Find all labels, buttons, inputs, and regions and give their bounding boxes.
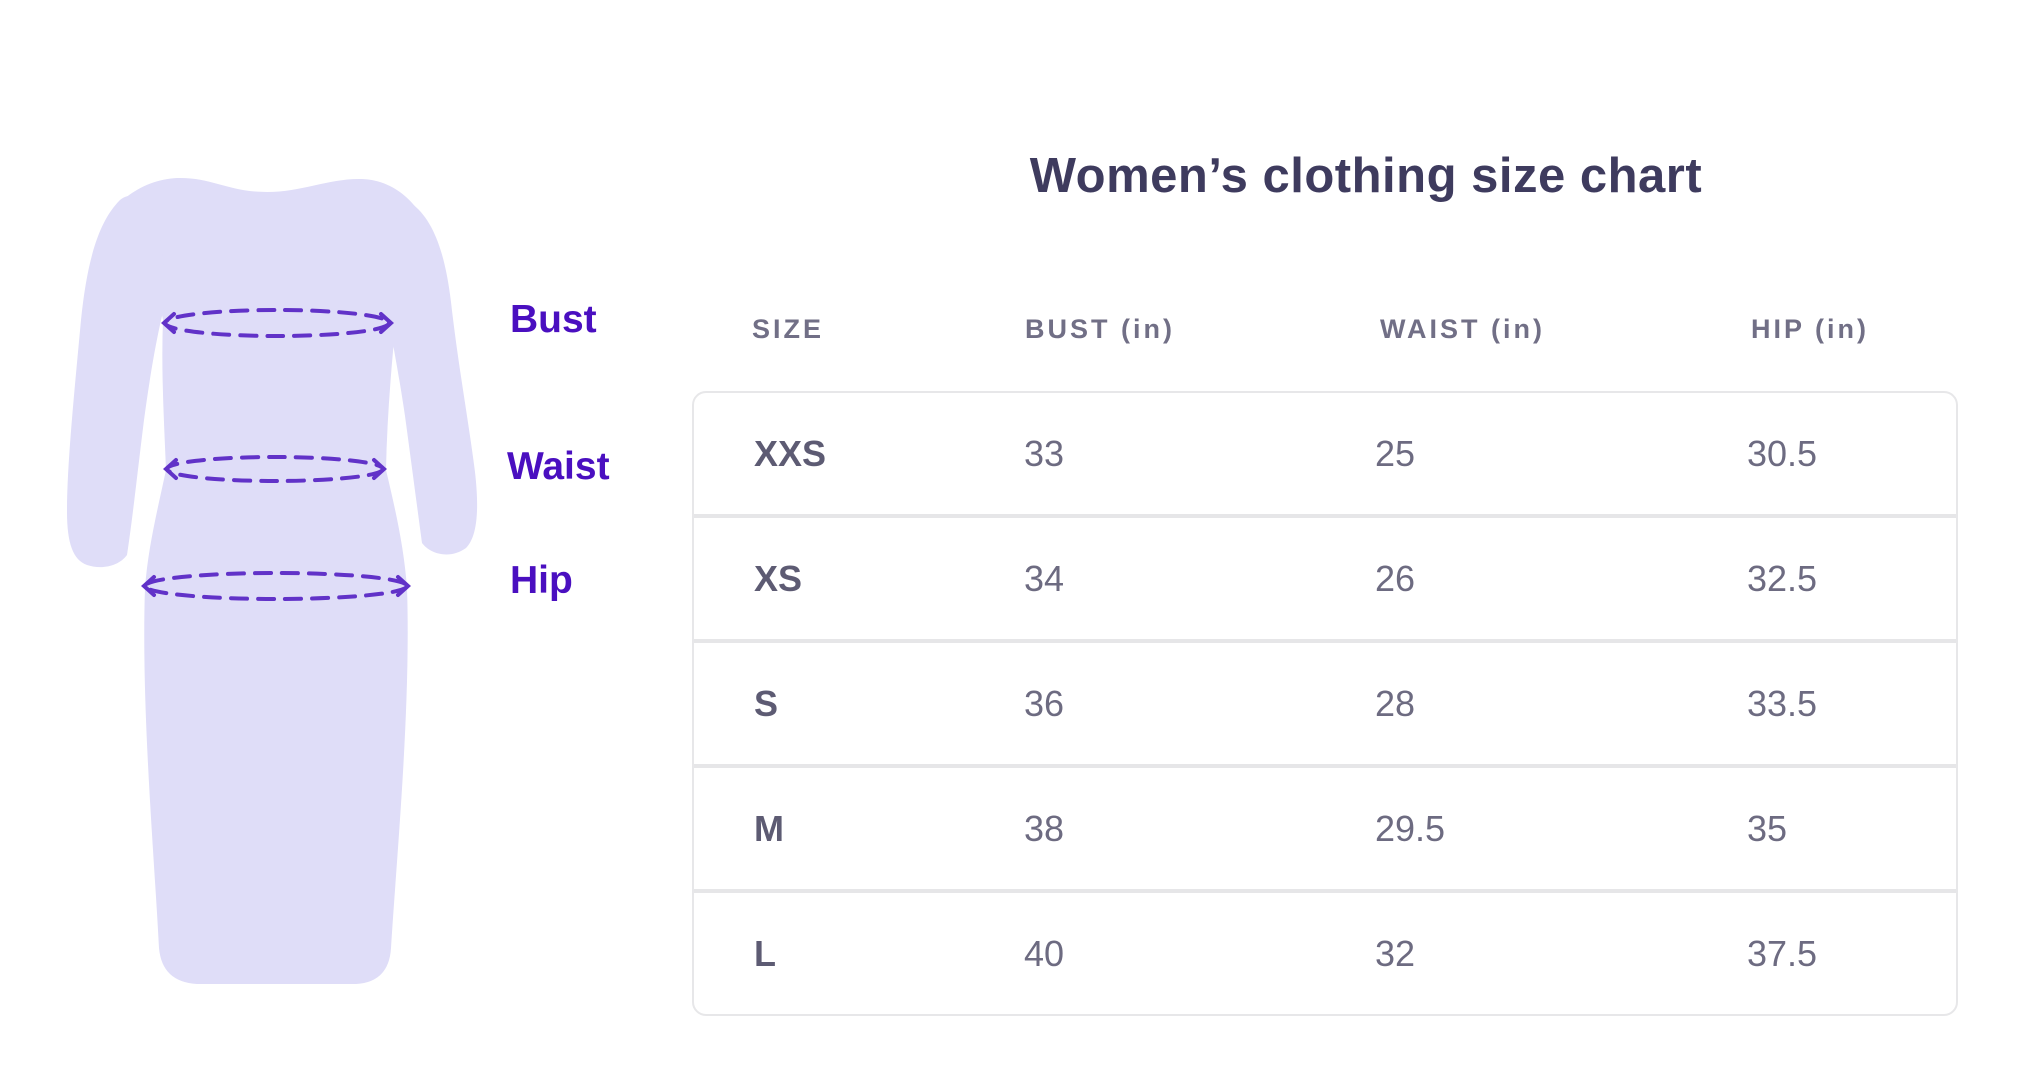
size-table: XXS 33 25 30.5 XS 34 26 32.5 S 36 28 33.… bbox=[692, 391, 1958, 1016]
page-title: Women’s clothing size chart bbox=[1029, 149, 1703, 203]
table-row-l: L 40 32 37.5 bbox=[694, 889, 1956, 1014]
hip-cell: 32.5 bbox=[1747, 557, 1818, 599]
bust-cell: 36 bbox=[1024, 682, 1065, 724]
size-cell: L bbox=[754, 932, 776, 974]
dress-left-sleeve-shape bbox=[67, 195, 164, 568]
waist-cell: 26 bbox=[1375, 557, 1416, 599]
table-row-xs: XS 34 26 32.5 bbox=[694, 514, 1956, 639]
waist-cell: 28 bbox=[1375, 682, 1416, 724]
size-cell: M bbox=[754, 807, 784, 849]
hip-cell: 30.5 bbox=[1747, 432, 1818, 474]
column-header-hip: HIP (in) bbox=[1751, 314, 1869, 344]
dress-right-sleeve-shape bbox=[387, 201, 478, 555]
bust-cell: 40 bbox=[1024, 932, 1065, 974]
hip-measure-line bbox=[141, 571, 411, 601]
column-header-bust: BUST (in) bbox=[1025, 314, 1175, 344]
hip-cell: 33.5 bbox=[1747, 682, 1818, 724]
hip-cell: 37.5 bbox=[1747, 932, 1818, 974]
hip-label: Hip bbox=[510, 559, 573, 602]
waist-cell: 29.5 bbox=[1375, 807, 1446, 849]
column-header-size: SIZE bbox=[752, 314, 825, 344]
waist-label: Waist bbox=[507, 445, 610, 488]
size-cell: S bbox=[754, 682, 779, 724]
bust-label: Bust bbox=[510, 298, 597, 341]
bust-measure-line bbox=[161, 308, 394, 338]
bust-cell: 33 bbox=[1024, 432, 1065, 474]
column-header-waist: WAIST (in) bbox=[1380, 314, 1545, 344]
waist-cell: 25 bbox=[1375, 432, 1416, 474]
waist-measure-line bbox=[163, 455, 387, 483]
dress-body-shape bbox=[113, 177, 418, 984]
table-row-xxs: XXS 33 25 30.5 bbox=[694, 393, 1956, 514]
bust-cell: 38 bbox=[1024, 807, 1065, 849]
size-cell: XS bbox=[754, 557, 803, 599]
table-row-m: M 38 29.5 35 bbox=[694, 764, 1956, 889]
bust-cell: 34 bbox=[1024, 557, 1065, 599]
size-cell: XXS bbox=[754, 432, 827, 474]
table-row-s: S 36 28 33.5 bbox=[694, 639, 1956, 764]
waist-cell: 32 bbox=[1375, 932, 1416, 974]
hip-cell: 35 bbox=[1747, 807, 1788, 849]
